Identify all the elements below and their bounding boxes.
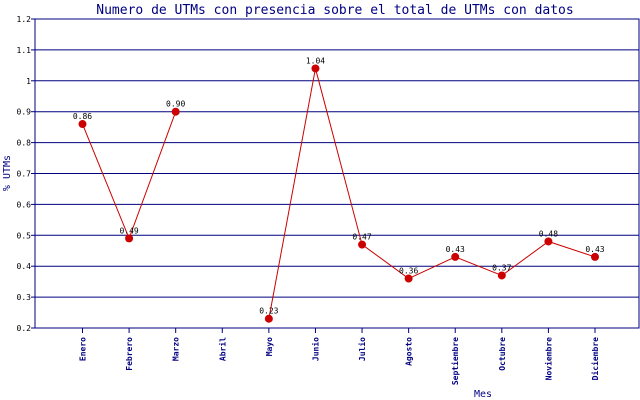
y-tick-label: 1 [26, 77, 31, 86]
y-tick-label: 0.4 [17, 262, 32, 271]
y-axis-label: % UTMs [2, 155, 13, 191]
data-point [264, 314, 273, 323]
x-tick-label: Mayo [265, 337, 274, 356]
x-tick-label: Febrero [125, 337, 134, 371]
series-line [268, 68, 596, 319]
x-tick-label: Julio [357, 337, 367, 361]
x-tick-label: Octubre [498, 337, 507, 371]
y-tick-label: 0.6 [17, 200, 32, 209]
data-label: 0.23 [259, 307, 278, 316]
data-point [497, 271, 506, 280]
data-series: 0.86 0.49 0.90 0.23 1.04 0.47 0.36 0.43 0.37 0.48… [73, 56, 605, 323]
x-tick-label: Marzo [172, 337, 181, 361]
y-tick-label: 0.9 [17, 108, 32, 117]
x-tick-label: Noviembre [543, 337, 553, 381]
y-tick-label: 0.3 [17, 293, 32, 302]
y-tick-label: 1.2 [17, 15, 32, 24]
data-label: 0.47 [352, 233, 371, 242]
y-tick-label: 0.7 [17, 170, 32, 179]
data-label: 0.49 [119, 226, 138, 235]
data-point [404, 274, 413, 283]
data-label: 1.04 [306, 56, 325, 65]
x-axis-label: Mes [474, 389, 492, 400]
data-label: 0.43 [446, 245, 465, 254]
y-tick-label: 1.1 [17, 46, 32, 55]
data-point [78, 120, 87, 129]
data-point [358, 240, 367, 249]
x-tick-label: Abril [217, 337, 227, 361]
x-tick-label: Junio [310, 337, 320, 361]
data-point [451, 252, 460, 261]
x-tick-label: Septiembre [450, 337, 460, 385]
data-label: 0.36 [399, 267, 418, 276]
chart-title: Numero de UTMs con presencia sobre el to… [96, 3, 573, 18]
data-point [125, 234, 134, 243]
y-axis-ticks: 0.2 0.3 0.4 0.5 0.6 0.7 0.8 0.9 1 1.1 1.2 [17, 15, 35, 333]
data-label: 0.90 [166, 100, 185, 109]
x-tick-label: Enero [79, 337, 88, 361]
data-point [311, 64, 320, 73]
x-tick-label: Diciembre [590, 337, 600, 381]
y-tick-label: 0.2 [17, 324, 32, 333]
y-tick-label: 0.5 [17, 231, 32, 240]
data-point [591, 252, 599, 261]
data-label: 0.43 [585, 245, 604, 254]
x-tick-label: Agosto [405, 337, 414, 366]
data-label: 0.48 [539, 229, 558, 238]
x-axis-ticks: Enero Febrero Marzo Abril Mayo Junio Julio Agos… [79, 328, 600, 385]
y-tick-label: 0.8 [17, 139, 32, 148]
series-line [82, 111, 177, 240]
data-point [544, 237, 553, 246]
data-label: 0.37 [492, 263, 511, 272]
grid-lines [35, 18, 639, 329]
data-point [171, 107, 180, 116]
data-label: 0.86 [73, 112, 92, 121]
